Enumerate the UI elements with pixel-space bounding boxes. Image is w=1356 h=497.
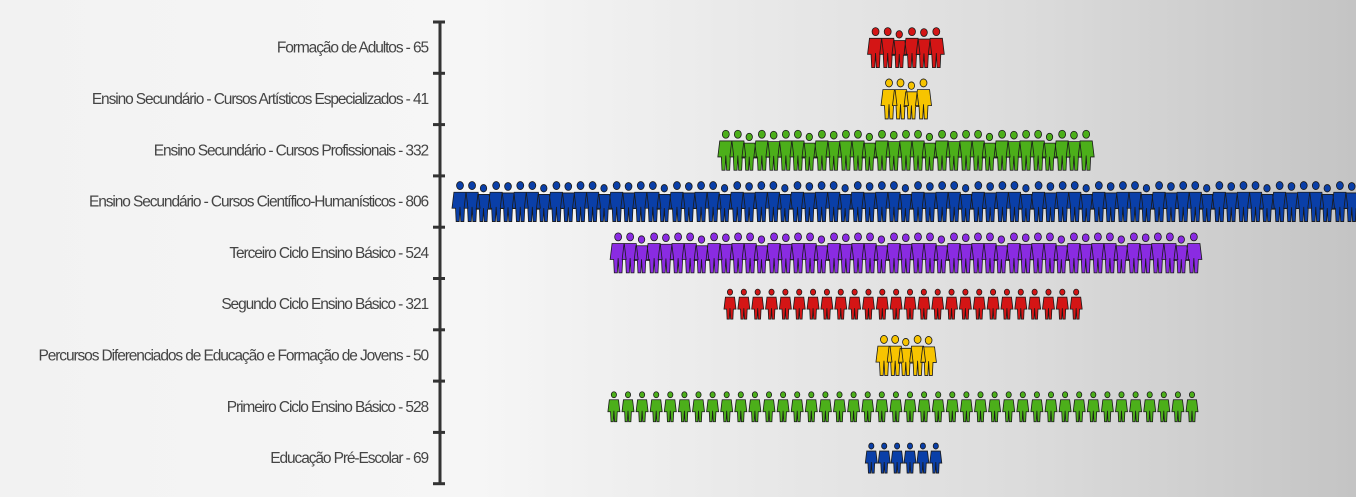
bar-7 [607, 391, 1199, 423]
category-label: Educação Pré-Escolar - 69 [270, 450, 428, 467]
people-group-icon-row [609, 232, 1203, 274]
bar-4 [609, 232, 1203, 274]
category-label: Terceiro Ciclo Ensino Básico - 524 [229, 245, 429, 262]
category-label: Ensino Secundário - Cursos Científico-Hu… [89, 194, 428, 211]
bar-3 [451, 181, 1356, 222]
people-group-icon-row [867, 27, 945, 69]
category-label: Ensino Secundário - Cursos Artísticos Es… [92, 91, 429, 108]
bar-5 [723, 288, 1083, 320]
bar-2 [717, 129, 1095, 171]
people-group-icon-row [451, 181, 1356, 222]
category-label: Ensino Secundário - Cursos Profissionais… [154, 142, 429, 159]
people-group-icon-row [880, 78, 932, 120]
category-label: Percursos Diferenciados de Educação e Fo… [38, 347, 429, 364]
people-group-icon-row [717, 129, 1095, 171]
person-icon-row [723, 288, 1083, 320]
bar-0 [867, 27, 945, 69]
category-label: Primeiro Ciclo Ensino Básico - 528 [227, 399, 429, 416]
category-label: Formação de Adultos - 65 [277, 40, 429, 57]
bar-1 [880, 78, 932, 120]
person-icon-row [864, 442, 943, 474]
bar-6 [875, 335, 937, 376]
category-labels: Formação de Adultos - 65 Ensino Secundári… [38, 40, 430, 467]
bar-8 [864, 442, 943, 474]
pictograph-bars [451, 27, 1356, 474]
person-icon-row [607, 391, 1199, 423]
y-axis [433, 20, 445, 486]
category-label: Segundo Ciclo Ensino Básico - 321 [221, 296, 428, 313]
people-group-icon-row [875, 335, 937, 376]
